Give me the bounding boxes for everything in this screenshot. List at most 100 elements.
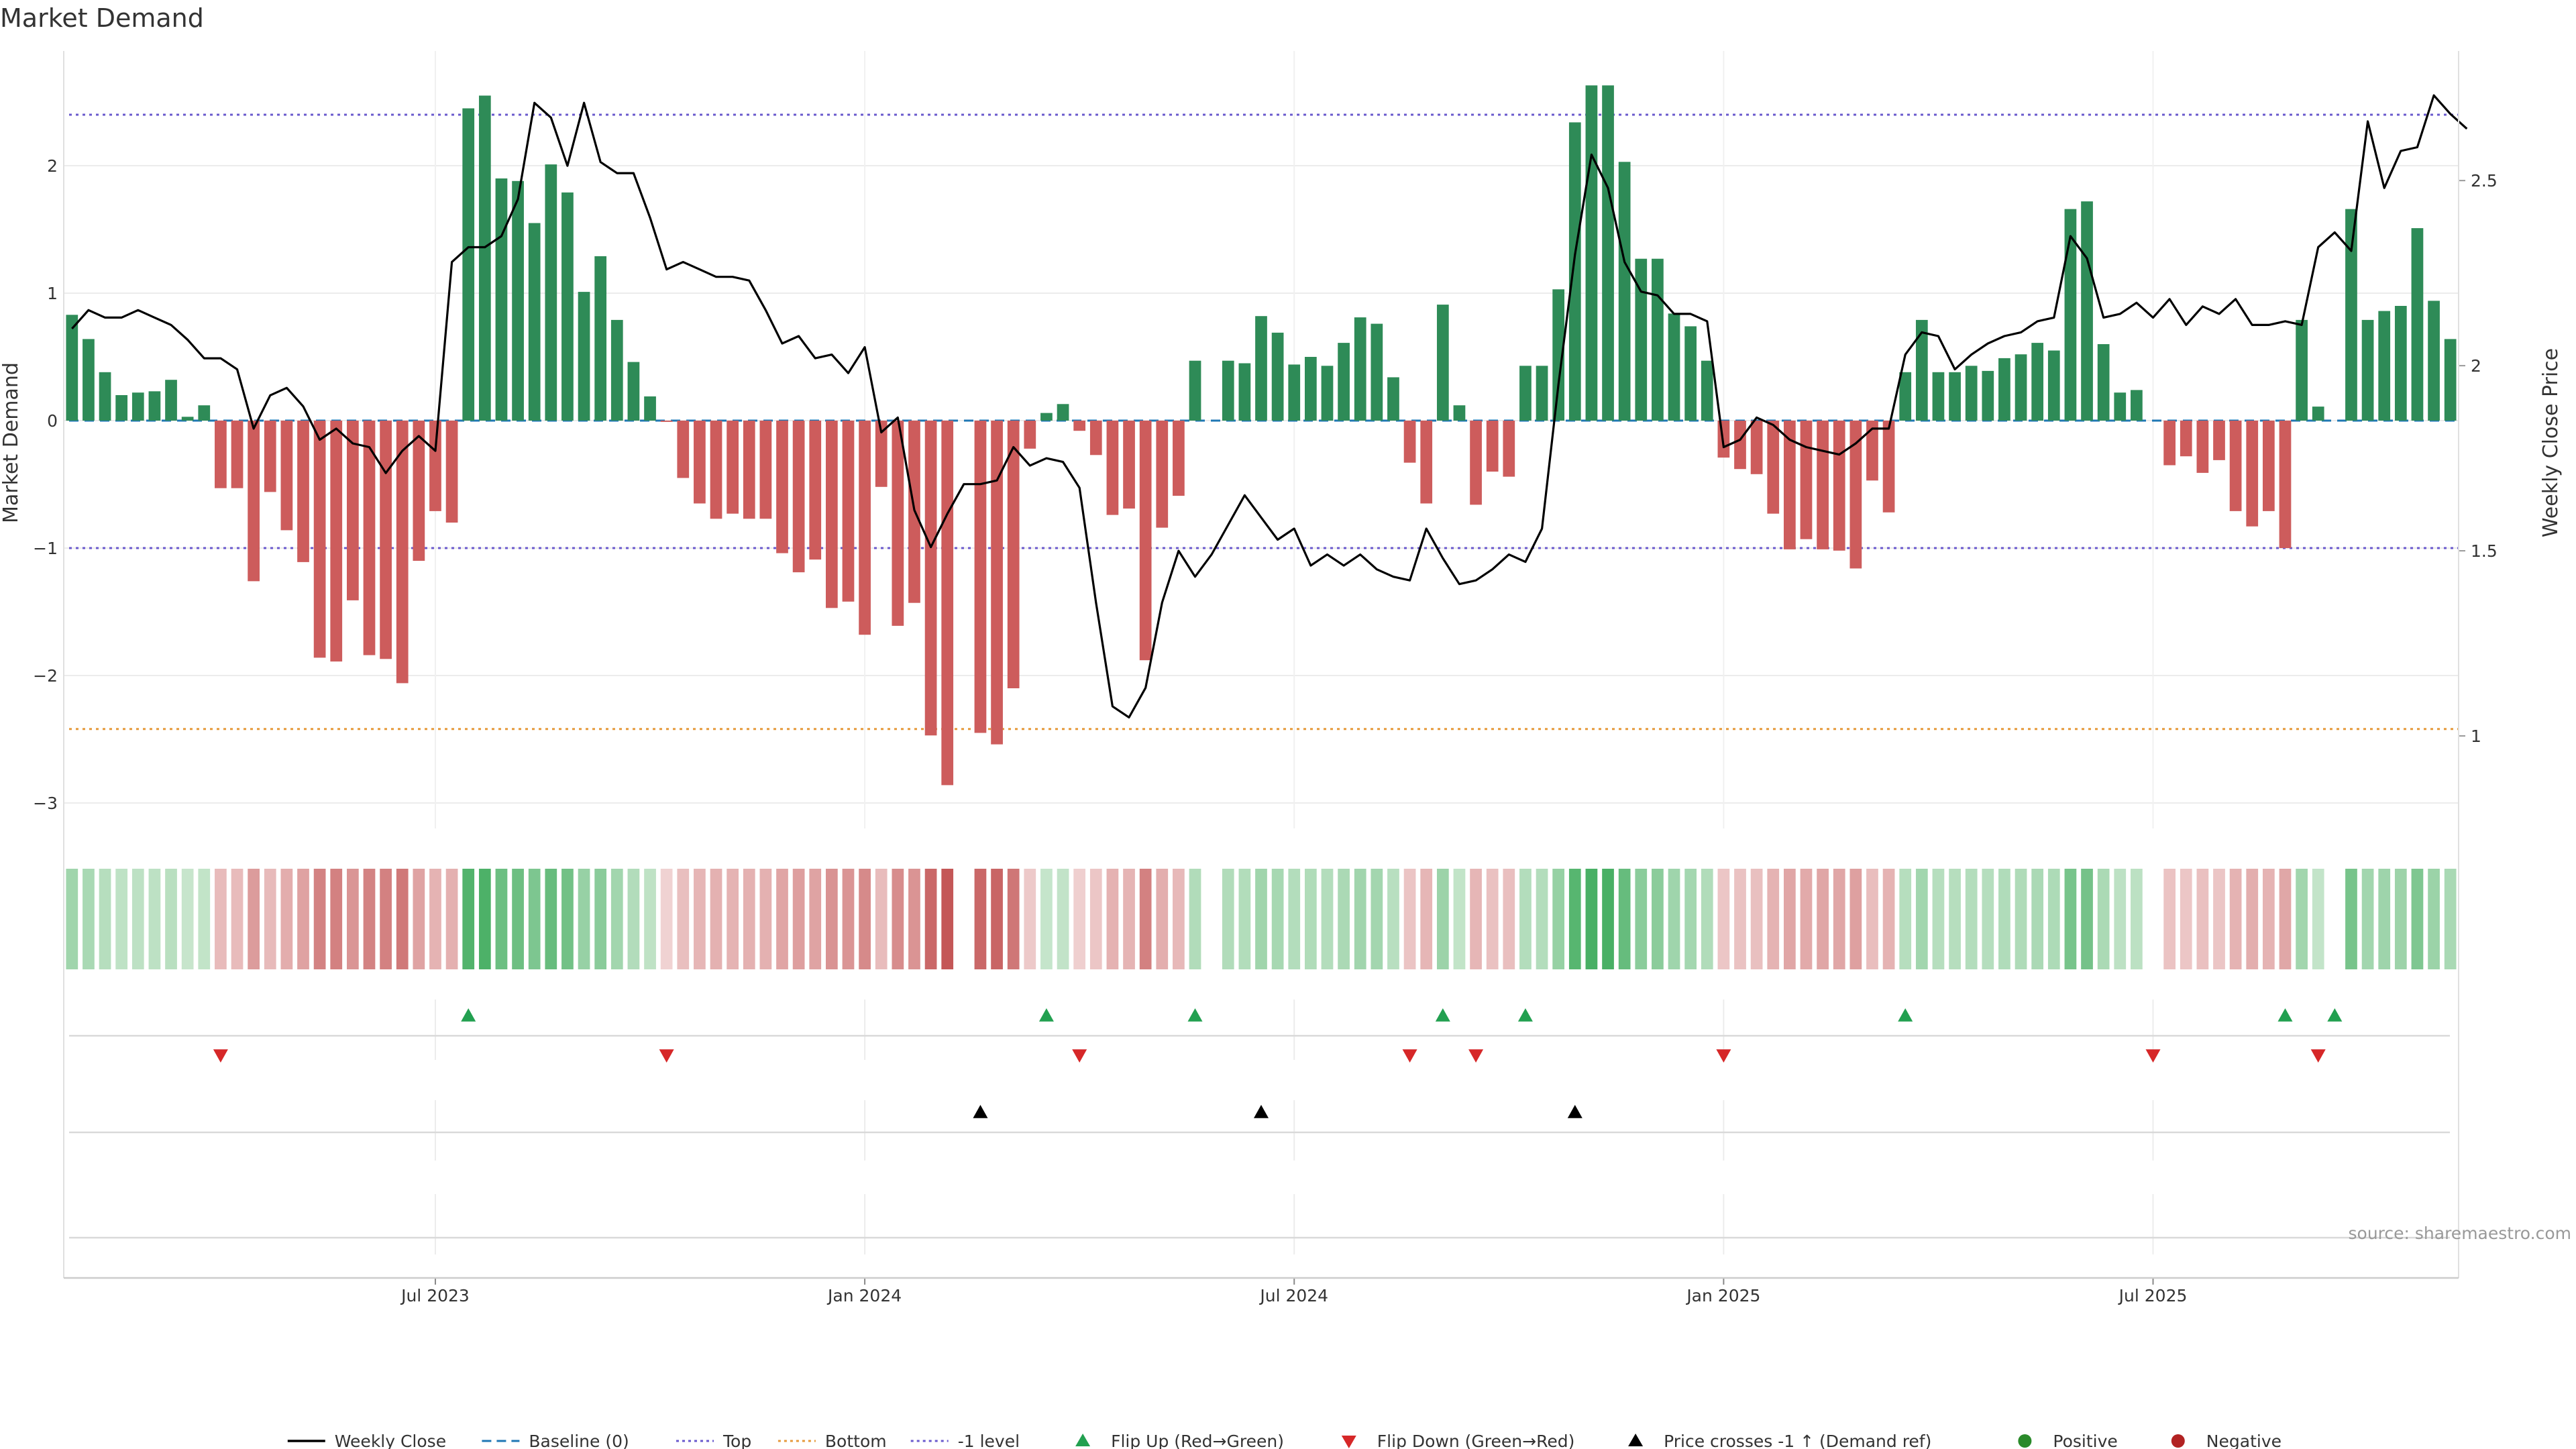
negative-demand-bar — [859, 421, 871, 635]
positive-demand-bar — [1536, 366, 1548, 421]
positive-demand-bar — [1040, 413, 1053, 421]
positive-demand-bar — [1618, 162, 1631, 421]
heat-strip-cell — [1882, 869, 1895, 969]
heat-strip-cell — [2015, 869, 2027, 969]
heat-strip-cell — [346, 869, 359, 969]
negative-demand-bar — [363, 421, 376, 655]
positive-demand-bar — [1189, 360, 1201, 421]
negative-demand-bar — [2246, 421, 2259, 527]
heat-strip-cell — [2246, 869, 2259, 969]
negative-demand-bar — [991, 421, 1003, 745]
legend-triangle-up-icon — [1075, 1434, 1091, 1446]
x-tick-label: Jul 2025 — [2118, 1286, 2188, 1305]
legend-label: Positive — [2053, 1432, 2117, 1449]
positive-demand-bar — [495, 178, 508, 421]
heat-strip-cell — [1436, 869, 1449, 969]
heat-strip-cell — [363, 869, 376, 969]
heat-strip-cell — [1057, 869, 1069, 969]
flip-down-marker — [213, 1049, 228, 1063]
negative-demand-bar — [396, 421, 409, 684]
legend-item: Flip Up (Red→Green) — [1075, 1432, 1284, 1449]
heat-strip-cell — [908, 869, 920, 969]
heat-strip-cell — [2064, 869, 2077, 969]
legend-triangle-down-icon — [1341, 1436, 1356, 1448]
heat-strip-cell — [1403, 869, 1416, 969]
positive-demand-bar — [1932, 372, 1945, 421]
positive-demand-bar — [1965, 366, 1978, 421]
heat-strip-cell — [561, 869, 574, 969]
legend-label: Top — [722, 1432, 751, 1449]
heat-strip-cell — [1255, 869, 1267, 969]
positive-demand-bar — [2064, 209, 2077, 421]
flip-up-marker — [2327, 1008, 2343, 1022]
positive-demand-bar — [2394, 306, 2407, 421]
negative-demand-bar — [1123, 421, 1135, 509]
legend-item: Baseline (0) — [482, 1432, 629, 1449]
heat-strip-cell — [677, 869, 690, 969]
heat-strip-cell — [512, 869, 524, 969]
legend-label: -1 level — [958, 1432, 1020, 1449]
heat-strip-cell — [1338, 869, 1350, 969]
heat-strip-cell — [297, 869, 309, 969]
negative-demand-bar — [1882, 421, 1895, 513]
positive-demand-bar — [528, 223, 541, 421]
heat-strip-cell — [83, 869, 95, 969]
negative-demand-bar — [743, 421, 755, 519]
y-tick-label: −2 — [33, 666, 58, 686]
negative-demand-bar — [842, 421, 855, 602]
negative-demand-bar — [792, 421, 805, 573]
heat-strip-cell — [99, 869, 111, 969]
heat-strip-cell — [66, 869, 78, 969]
heat-strip-cell — [445, 869, 458, 969]
positive-demand-bar — [1271, 332, 1284, 421]
heat-strip-cell — [644, 869, 656, 969]
heat-strip-cell — [2312, 869, 2324, 969]
positive-demand-bar — [1915, 319, 1928, 421]
y2-axis-label: Weekly Close Price — [2539, 348, 2563, 537]
heat-strip-cell — [1568, 869, 1581, 969]
negative-demand-bar — [1007, 421, 1020, 688]
negative-demand-bar — [1420, 421, 1433, 504]
negative-demand-bar — [2229, 421, 2242, 511]
heat-strip-cell — [1635, 869, 1648, 969]
y2-tick-label: 1.5 — [2471, 541, 2498, 561]
legend-item: Negative — [2171, 1432, 2282, 1449]
heat-strip-cell — [2296, 869, 2308, 969]
positive-demand-bar — [66, 315, 78, 421]
heat-strip-cell — [429, 869, 441, 969]
heat-strip-cell — [1486, 869, 1499, 969]
heat-strip-cell — [1040, 869, 1053, 969]
heat-strip-cell — [1222, 869, 1234, 969]
legend-item: -1 level — [910, 1432, 1020, 1449]
x-tick-label: Jan 2024 — [826, 1286, 902, 1305]
negative-demand-bar — [330, 421, 343, 662]
positive-demand-bar — [131, 392, 144, 421]
heat-strip-cell — [1470, 869, 1482, 969]
heat-strip-cell — [809, 869, 822, 969]
heat-strip-cell — [1387, 869, 1399, 969]
heat-strip-cell — [1173, 869, 1185, 969]
heat-strip-cell — [1932, 869, 1945, 969]
positive-demand-bar — [462, 108, 475, 421]
negative-demand-bar — [1089, 421, 1102, 455]
heat-strip-cell — [859, 869, 871, 969]
negative-demand-bar — [677, 421, 690, 478]
negative-demand-bar — [1833, 421, 1845, 551]
flip-up-marker — [461, 1008, 476, 1022]
negative-demand-bar — [1073, 421, 1086, 431]
heat-strip-cell — [1321, 869, 1334, 969]
legend-item: Flip Down (Green→Red) — [1341, 1432, 1574, 1449]
positive-demand-bar — [1453, 405, 1466, 421]
positive-demand-bar — [610, 319, 623, 421]
legend-label: Bottom — [825, 1432, 887, 1449]
heat-strip-cell — [2262, 869, 2275, 969]
negative-demand-bar — [694, 421, 706, 504]
heat-strip-cell — [248, 869, 260, 969]
positive-demand-bar — [1255, 316, 1267, 421]
negative-demand-bar — [413, 421, 425, 561]
heat-strip-cell — [1668, 869, 1680, 969]
heat-strip-cell — [1684, 869, 1697, 969]
positive-demand-bar — [545, 164, 557, 421]
negative-demand-bar — [1470, 421, 1482, 505]
heat-strip-cell — [610, 869, 623, 969]
